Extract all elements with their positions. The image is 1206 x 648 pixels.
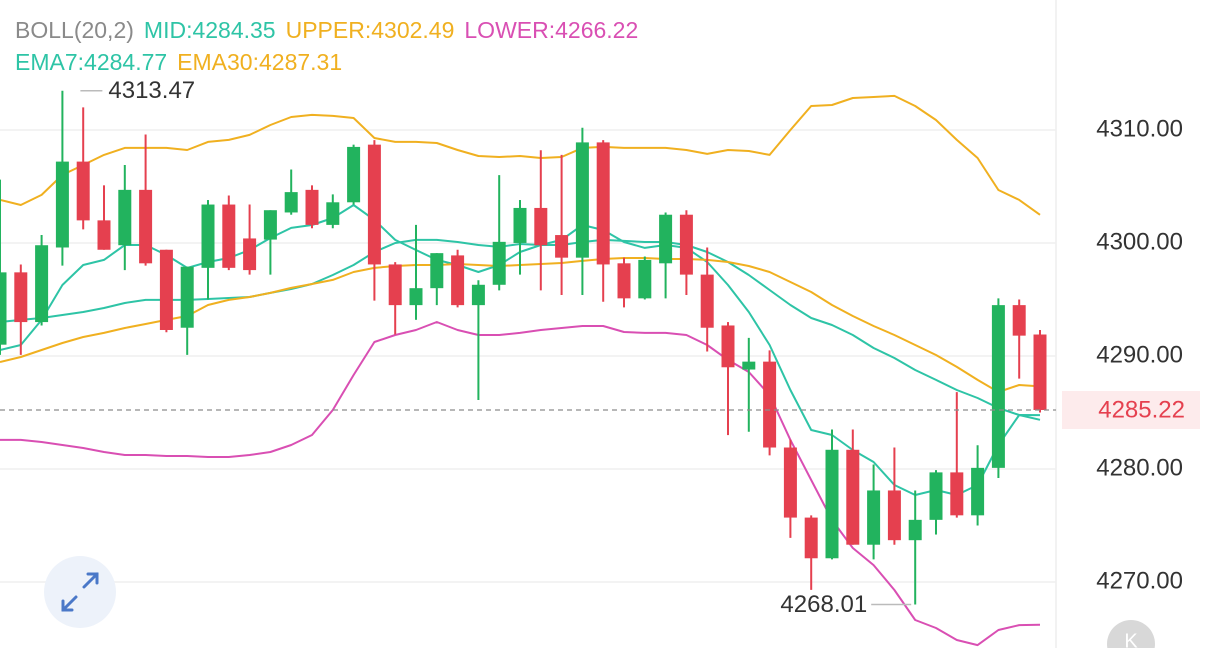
y-tick-label: 4300.00 [1096,228,1183,255]
candle-body [243,238,257,271]
legend-entry: UPPER:4302.49 [286,17,455,43]
candle-body [783,447,797,518]
candle-body [430,253,444,289]
candle-body [326,202,340,225]
candle-body [700,274,714,328]
y-tick-label: 4310.00 [1096,115,1183,142]
candle-body [305,189,319,225]
legend-entry: LOWER:4266.22 [464,17,638,43]
legend-row: EMA7:4284.77 EMA30:4287.31 [15,49,342,75]
indicator-title: BOLL(20,2) [15,17,134,43]
expand-button-bg[interactable] [44,556,116,628]
candle-body [804,517,818,559]
candle-body [139,189,153,264]
candle-body [201,204,215,268]
candle-body [971,467,985,516]
y-tick-label: 4270.00 [1096,567,1183,594]
candle-body [846,449,860,545]
max-label: 4313.47 [108,77,195,104]
candle-body [97,220,111,250]
indicator-line [0,94,1041,216]
legend-entry: EMA30:4287.31 [177,49,342,75]
kline-button-bg[interactable] [1107,620,1155,648]
candle-body [950,472,964,516]
candle-body [180,266,194,328]
y-tick-label: 4280.00 [1096,454,1183,481]
candle-body [617,263,631,299]
legend-row: BOLL(20,2) MID:4284.35 UPPER:4302.49 LOWER:… [15,17,638,43]
candle-body [118,189,132,246]
candle-body [534,207,548,246]
candle-body [596,142,610,265]
candle-body [388,264,402,306]
candle-body [867,490,881,545]
candle-body [721,325,735,368]
candle-body [659,214,673,264]
candle-body [575,142,589,258]
candle-body [638,259,652,299]
candle-body [347,146,361,203]
kline-button-label[interactable]: K [1124,630,1138,648]
candle-body [555,235,569,258]
candle-body [513,207,527,243]
candle-body [14,272,28,323]
candle-body [367,144,381,265]
candle-body [159,249,173,330]
current-price-bg [1062,391,1200,430]
candle-body [908,519,922,541]
candle-body [409,288,423,306]
candle-body [679,214,693,275]
candles [0,90,1047,605]
indicator-line [0,321,1041,647]
candle-body [471,284,485,306]
candle-body [825,449,839,559]
candle-body [76,161,90,221]
kline-button[interactable]: K [1107,620,1155,648]
candle-body [991,305,1005,468]
candle-body [763,361,777,448]
legend-entry: MID:4284.35 [144,17,276,43]
candle-body [55,161,69,248]
overlay: 4313.47 4268.01 4285.22 [0,77,1200,618]
candle-body [1012,305,1026,336]
min-label: 4268.01 [780,591,867,618]
candle-body [263,210,277,240]
legend-entry: EMA7:4284.77 [15,49,167,75]
expand-button[interactable] [44,556,116,628]
candle-body [492,241,506,285]
y-tick-label: 4290.00 [1096,341,1183,368]
candle-body [929,472,943,520]
candle-body [1033,334,1047,411]
candle-body [35,245,49,323]
candle-body [887,490,901,541]
current-price-label: 4285.22 [1098,396,1185,423]
candle-body [284,192,298,213]
candle-body [0,272,7,345]
candle-body [451,255,465,306]
candle-body [222,204,236,268]
candle-body [742,361,756,370]
expand-icon[interactable] [61,572,99,612]
